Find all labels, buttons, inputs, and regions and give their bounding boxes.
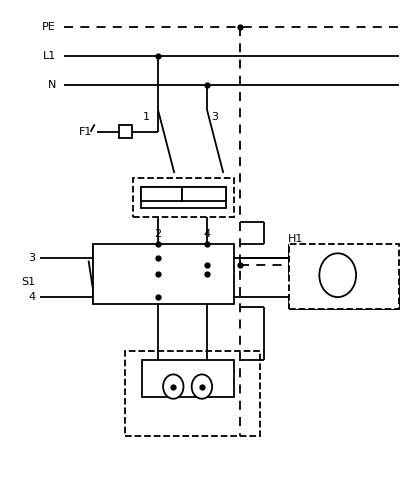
Text: F1: F1	[79, 126, 93, 137]
Text: 4: 4	[28, 292, 36, 302]
Text: N: N	[47, 81, 56, 91]
Bar	[125, 351, 259, 436]
Text: 3: 3	[28, 253, 36, 263]
Bar	[140, 186, 225, 208]
Text: 2: 2	[154, 229, 161, 239]
Text: 3: 3	[211, 112, 218, 122]
Bar	[93, 244, 233, 305]
Circle shape	[318, 253, 355, 297]
Bar	[288, 244, 398, 309]
Bar	[119, 125, 132, 138]
Text: X1: X1	[180, 366, 195, 375]
Text: I >: I >	[199, 198, 214, 208]
Text: I >: I >	[151, 198, 165, 208]
Text: S1: S1	[21, 277, 36, 287]
Circle shape	[163, 374, 183, 399]
Text: 1: 1	[142, 112, 150, 122]
Bar	[182, 186, 225, 201]
Text: H1: H1	[287, 234, 302, 244]
Bar	[140, 186, 182, 201]
Bar	[133, 178, 233, 217]
Circle shape	[191, 374, 211, 399]
Text: L1: L1	[43, 51, 56, 62]
Text: 4: 4	[203, 229, 210, 239]
Bar	[141, 360, 233, 397]
Text: PE: PE	[42, 22, 56, 32]
